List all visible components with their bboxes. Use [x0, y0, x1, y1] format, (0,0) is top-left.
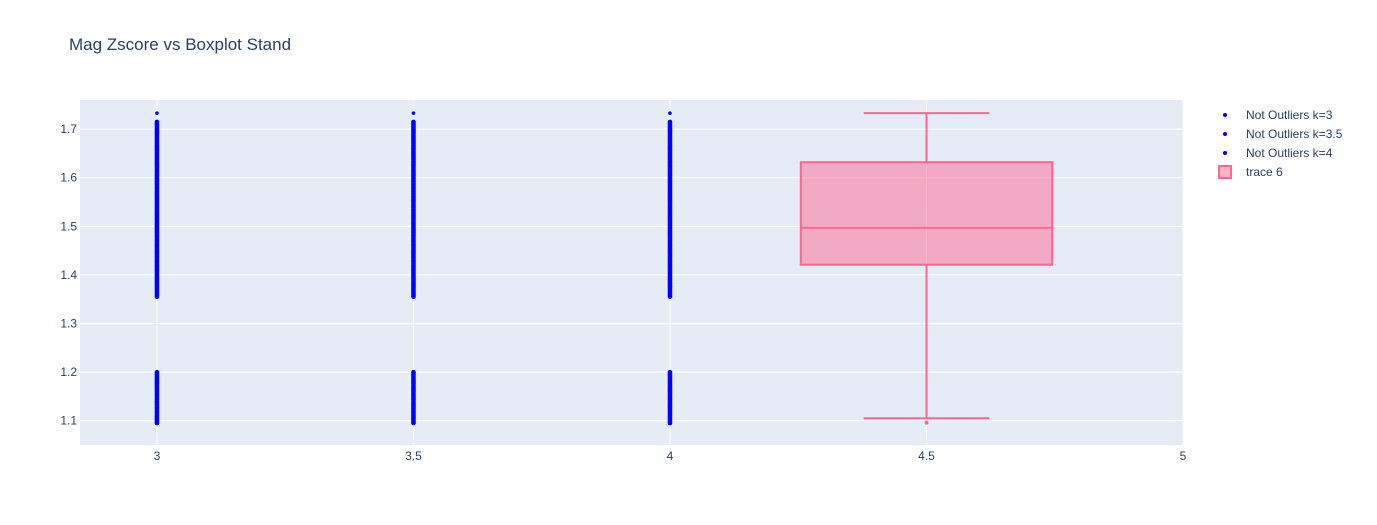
x-tick-label: 3: [154, 449, 161, 463]
data-point: [667, 369, 673, 375]
legend-label: trace 6: [1246, 165, 1283, 179]
x-tick-label: 4.5: [918, 449, 935, 463]
legend-marker: [1223, 113, 1227, 117]
legend-item[interactable]: Not Outliers k=4: [1223, 146, 1333, 160]
series-0: [154, 111, 160, 426]
series-3: [799, 112, 1054, 425]
chart-title: Mag Zscore vs Boxplot Stand: [69, 35, 291, 54]
legend-marker: [1223, 132, 1227, 136]
x-tick-label: 5: [1180, 449, 1187, 463]
legend-item[interactable]: trace 6: [1218, 165, 1283, 179]
y-tick-label: 1.5: [60, 219, 77, 233]
y-tick-label: 1.4: [60, 268, 77, 282]
outlier-point: [924, 420, 929, 425]
plot-area: [80, 100, 1183, 445]
x-tick-label: 4: [667, 449, 674, 463]
legend-label: Not Outliers k=3: [1246, 108, 1333, 122]
data-point: [668, 111, 672, 115]
legend[interactable]: Not Outliers k=3 Not Outliers k=3.5 Not Ou…: [1218, 108, 1343, 179]
legend-label: Not Outliers k=3.5: [1246, 127, 1343, 141]
legend-swatch: [1218, 165, 1232, 179]
y-axis: 1.1 1.2 1.3 1.4 1.5 1.6 1.7: [60, 122, 77, 428]
y-tick-label: 1.3: [60, 317, 77, 331]
x-axis: 3 3.5 4 4.5 5: [154, 449, 1187, 463]
legend-marker: [1223, 151, 1227, 155]
data-point: [154, 369, 160, 375]
data-point: [154, 119, 160, 125]
series-2: [667, 111, 673, 426]
data-point: [667, 119, 673, 125]
x-tick-label: 3.5: [405, 449, 422, 463]
data-point: [411, 369, 416, 375]
legend-label: Not Outliers k=4: [1246, 146, 1333, 160]
y-tick-label: 1.7: [60, 122, 77, 136]
box-body: [799, 161, 1054, 266]
y-tick-label: 1.1: [60, 414, 77, 428]
data-point: [155, 111, 159, 115]
y-tick-label: 1.2: [60, 365, 77, 379]
legend-item[interactable]: Not Outliers k=3: [1223, 108, 1333, 122]
data-point: [411, 119, 416, 125]
data-point: [411, 111, 416, 115]
legend-item[interactable]: Not Outliers k=3.5: [1223, 127, 1343, 141]
series-layer: [154, 111, 1054, 426]
series-1: [411, 111, 416, 426]
y-tick-label: 1.6: [60, 171, 77, 185]
